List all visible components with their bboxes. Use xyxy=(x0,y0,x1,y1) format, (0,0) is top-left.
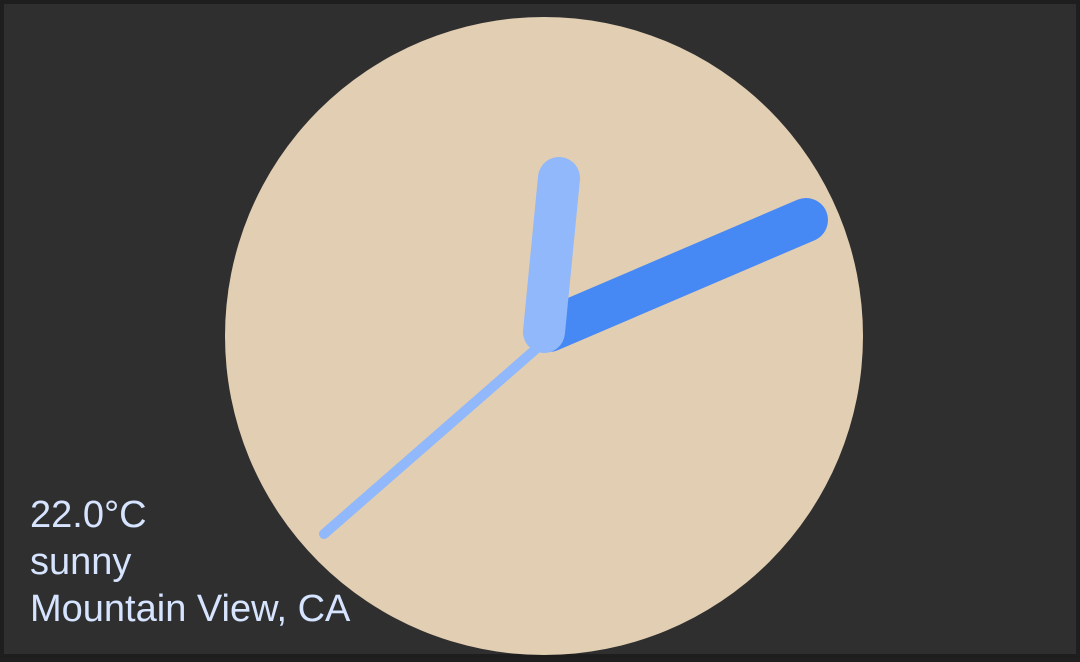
location-text: Mountain View, CA xyxy=(30,588,351,630)
analog-clock xyxy=(225,17,863,655)
weather-panel: 22.0°C sunny Mountain View, CA xyxy=(30,492,350,633)
minute-hand xyxy=(527,198,828,352)
weather-condition-text: sunny xyxy=(30,541,132,583)
temperature-text: 22.0°C xyxy=(30,494,147,536)
hour-hand xyxy=(523,157,580,353)
second-hand xyxy=(319,337,549,539)
